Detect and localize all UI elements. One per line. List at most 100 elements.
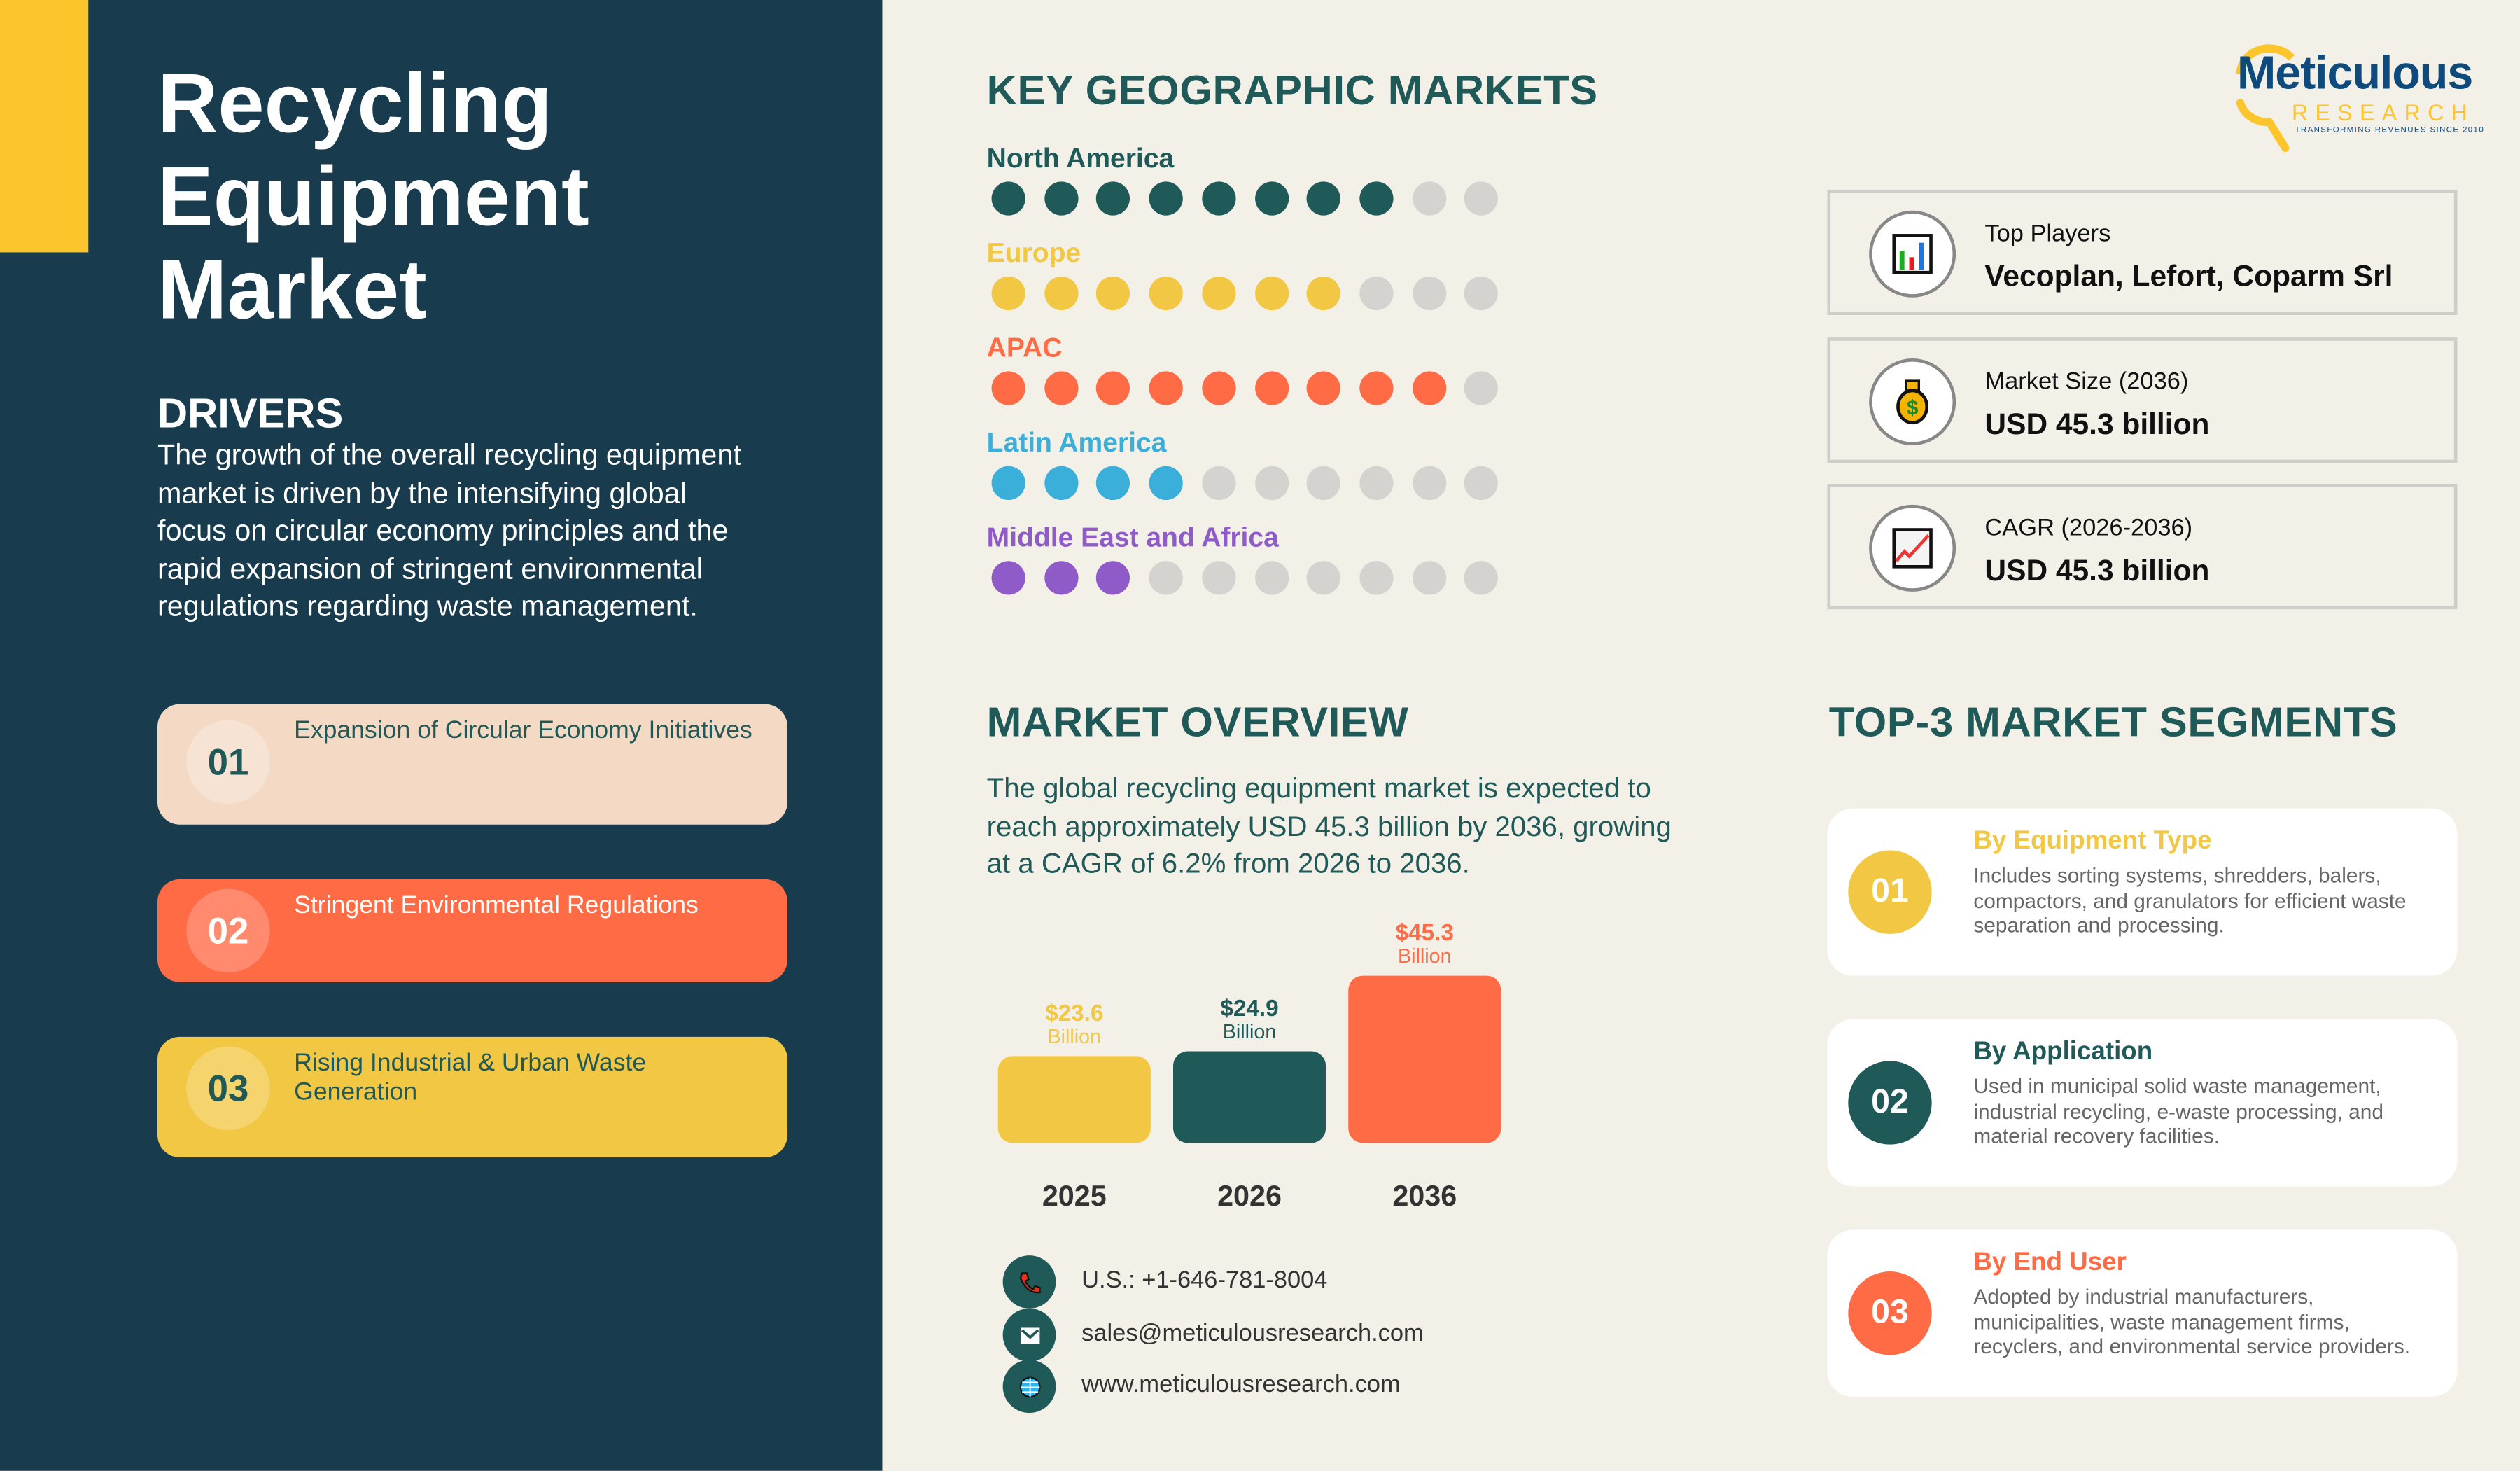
bar-unit-label: Billion [1047, 1025, 1102, 1048]
region-label: APAC [986, 333, 1063, 363]
drivers-heading: DRIVERS [157, 389, 344, 438]
page-title: Recycling Equipment Market [157, 57, 589, 338]
bar-unit-label: Billion [1398, 944, 1452, 968]
empty-dot [1254, 466, 1289, 501]
filled-dot [991, 466, 1026, 501]
filled-dot [991, 276, 1026, 311]
phone-icon [1002, 1255, 1056, 1309]
logo: Meticulous RESEARCH TRANSFORMING REVENUE… [2227, 39, 2484, 154]
filled-dot [1044, 561, 1078, 595]
filled-dot [1201, 371, 1236, 405]
filled-dot [1306, 181, 1341, 216]
filled-dot [1096, 276, 1130, 311]
driver-label: Stringent Environmental Regulations [294, 892, 699, 920]
region-label: North America [986, 143, 1175, 174]
filled-dot [1149, 466, 1183, 501]
segment-number: 02 [1848, 1061, 1932, 1145]
bar-2026 [1173, 1050, 1326, 1143]
filled-dot [991, 371, 1026, 405]
filled-dot [1254, 276, 1289, 311]
driver-number: 03 [186, 1046, 270, 1131]
segment-number: 03 [1848, 1271, 1932, 1355]
bar-value-label: $23.6 [1045, 1001, 1104, 1027]
bar-value-label: $45.3 [1395, 921, 1454, 947]
bar-unit-label: Billion [1222, 1020, 1277, 1043]
bar-value-label: $24.9 [1220, 996, 1279, 1022]
driver-card: 01 Expansion of Circular Economy Initiat… [157, 704, 788, 825]
filled-dot [1359, 181, 1394, 216]
filled-dot [1254, 371, 1289, 405]
filled-dot [1149, 181, 1183, 216]
empty-dot [1359, 276, 1394, 311]
filled-dot [1359, 371, 1394, 405]
logo-name: Meticulous [2236, 48, 2473, 100]
stat-market-size: $ Market Size (2036) USD 45.3 billion [1827, 337, 2458, 463]
segment-title: By End User [1973, 1248, 2127, 1276]
globe-icon [1002, 1360, 1056, 1414]
segment-description: Includes sorting systems, shredders, bal… [1973, 863, 2407, 937]
filled-dot [1096, 466, 1130, 501]
contact-phone[interactable]: U.S.: +1-646-781-8004 [1082, 1267, 1328, 1295]
segments-heading: TOP-3 MARKET SEGMENTS [1828, 697, 2398, 746]
stat-value: Vecoplan, Lefort, Coparm Srl [1984, 258, 2393, 293]
filled-dot [1044, 181, 1078, 216]
segment-description: Adopted by industrial manufacturers, mun… [1973, 1284, 2411, 1359]
bar-chart-icon [1869, 210, 1956, 298]
empty-dot [1464, 181, 1499, 216]
driver-label: Rising Industrial & Urban Waste Generati… [294, 1050, 647, 1106]
x-tick-label: 2026 [1217, 1180, 1282, 1213]
filled-dot [1201, 181, 1236, 216]
filled-dot [1254, 181, 1289, 216]
filled-dot [1149, 276, 1183, 311]
filled-dot [1096, 561, 1130, 595]
empty-dot [1254, 561, 1289, 595]
filled-dot [991, 181, 1026, 216]
bar-2036 [1348, 975, 1502, 1143]
empty-dot [1412, 276, 1446, 311]
stat-top-players: Top Players Vecoplan, Lefort, Coparm Srl [1827, 189, 2458, 315]
empty-dot [1201, 466, 1236, 501]
empty-dot [1359, 561, 1394, 595]
empty-dot [1464, 276, 1499, 311]
overview-heading: MARKET OVERVIEW [986, 697, 1409, 746]
segment-description: Used in municipal solid waste management… [1973, 1073, 2384, 1148]
filled-dot [1201, 276, 1236, 311]
filled-dot [1306, 371, 1341, 405]
email-icon [1002, 1308, 1056, 1362]
segment-title: By Application [1973, 1038, 2153, 1066]
logo-tagline: TRANSFORMING REVENUES SINCE 2010 [2295, 125, 2485, 135]
stat-value: USD 45.3 billion [1984, 552, 2210, 587]
x-tick-label: 2036 [1392, 1180, 1457, 1213]
contact-website[interactable]: www.meticulousresearch.com [1082, 1371, 1401, 1399]
stat-cagr: CAGR (2026-2036) USD 45.3 billion [1827, 484, 2458, 610]
filled-dot [1044, 466, 1078, 501]
driver-card: 02 Stringent Environmental Regulations [157, 879, 788, 982]
drivers-text: The growth of the overall recycling equi… [157, 438, 741, 623]
segment-title: By Equipment Type [1973, 828, 2212, 856]
filled-dot [991, 561, 1026, 595]
segment-card: 01 By Equipment Type Includes sorting sy… [1827, 808, 2458, 976]
segment-card: 03 By End User Adopted by industrial man… [1827, 1229, 2458, 1397]
empty-dot [1412, 466, 1446, 501]
driver-number: 02 [186, 888, 270, 973]
x-tick-label: 2025 [1042, 1180, 1107, 1213]
contact-email[interactable]: sales@meticulousresearch.com [1082, 1319, 1424, 1347]
stat-value: USD 45.3 billion [1984, 406, 2210, 441]
filled-dot [1096, 181, 1130, 216]
overview-text: The global recycling equipment market is… [986, 772, 1672, 879]
empty-dot [1464, 561, 1499, 595]
empty-dot [1201, 561, 1236, 595]
logo-sub: RESEARCH [2291, 99, 2475, 126]
empty-dot [1412, 181, 1446, 216]
money-bag-icon: $ [1869, 358, 1956, 445]
segment-number: 01 [1848, 850, 1932, 934]
filled-dot [1149, 371, 1183, 405]
bar-2025 [997, 1055, 1151, 1143]
trend-chart-icon [1869, 504, 1956, 592]
filled-dot [1306, 276, 1341, 311]
driver-number: 01 [186, 720, 270, 804]
empty-dot [1359, 466, 1394, 501]
empty-dot [1464, 466, 1499, 501]
empty-dot [1306, 561, 1341, 595]
